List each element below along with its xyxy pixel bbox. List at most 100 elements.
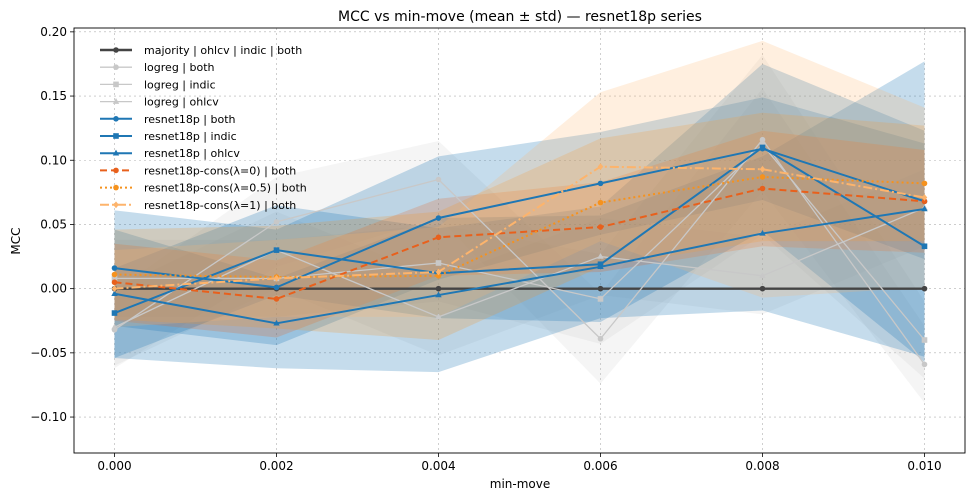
legend-item-5: resnet18p | indic — [100, 130, 237, 143]
data-point — [759, 185, 766, 192]
legend-label: resnet18p-cons(λ=1) | both — [144, 199, 296, 212]
x-tick-label: 0.002 — [259, 459, 293, 473]
series-line — [114, 175, 925, 279]
legend-marker — [113, 81, 119, 88]
legend-marker — [113, 201, 119, 209]
data-point — [435, 215, 442, 221]
plot-frame — [73, 27, 966, 454]
legend-label: resnet18p | both — [144, 113, 236, 126]
data-point — [921, 180, 928, 187]
y-tick-label: −0.05 — [30, 346, 67, 360]
legend-item-0: majority | ohlcv | indic | both — [100, 44, 302, 57]
data-point — [273, 319, 280, 326]
data-point — [759, 285, 766, 292]
std-band-1 — [114, 88, 925, 403]
legend-label: resnet18p | ohlcv — [144, 147, 240, 160]
data-point — [597, 163, 604, 171]
legend-label: resnet18p-cons(λ=0) | both — [144, 164, 296, 177]
std-bands — [114, 40, 925, 403]
data-point — [111, 275, 118, 282]
legend-label: majority | ohlcv | indic | both — [144, 44, 302, 57]
data-point — [759, 136, 766, 143]
data-point — [759, 144, 766, 151]
series-line — [114, 165, 925, 290]
data-point — [597, 296, 604, 302]
chart-title: MCC vs min-move (mean ± std) — resnet18p… — [338, 9, 702, 25]
series-6 — [111, 205, 928, 326]
x-tick-label: 0.006 — [583, 459, 617, 473]
data-point — [111, 279, 118, 286]
data-point — [435, 285, 442, 292]
legend-marker — [113, 116, 119, 122]
legend: majority | ohlcv | indic | both logreg | … — [100, 44, 307, 212]
series-line — [114, 208, 925, 325]
legend-marker — [113, 64, 119, 70]
legend-label: resnet18p | indic — [144, 130, 237, 143]
data-point — [111, 285, 118, 293]
std-band-4 — [114, 97, 925, 346]
data-point — [759, 165, 766, 173]
x-tick-label: 0.010 — [907, 459, 941, 473]
data-point — [111, 290, 118, 297]
x-tick-label: 0.004 — [421, 459, 455, 473]
data-point — [273, 247, 280, 253]
y-tick-label: −0.10 — [30, 410, 67, 424]
data-point — [597, 335, 604, 342]
series-line — [114, 146, 926, 314]
data-point — [921, 361, 928, 368]
data-point — [759, 272, 766, 279]
axis-ticks: 0.000 0.002 0.004 0.006 0.008 0.010 −0.10 −0.05… — [30, 25, 941, 473]
data-point — [921, 243, 928, 250]
y-axis-label: MCC — [9, 227, 23, 254]
legend-item-1: logreg | both — [100, 61, 215, 74]
data-point — [597, 199, 604, 206]
data-point — [921, 194, 928, 201]
std-band-5 — [114, 63, 925, 362]
data-point — [273, 219, 280, 225]
data-point — [597, 180, 604, 187]
legend-marker — [113, 133, 119, 139]
legend-item-2: logreg | indic — [100, 78, 216, 91]
legend-item-8: resnet18p-cons(λ=0.5) | both — [100, 182, 307, 195]
data-point — [435, 176, 442, 183]
data-point — [435, 268, 442, 276]
data-point — [759, 229, 766, 236]
y-tick-label: 0.00 — [40, 282, 67, 296]
data-point — [435, 291, 442, 298]
data-point — [273, 284, 280, 291]
data-point — [435, 234, 442, 241]
data-point — [921, 285, 928, 292]
data-point — [435, 260, 442, 266]
data-point — [273, 296, 280, 302]
std-band-8 — [114, 112, 925, 341]
data-point — [111, 271, 118, 278]
x-axis-label: min-move — [490, 477, 550, 491]
y-tick-label: 0.10 — [40, 153, 67, 167]
data-point — [597, 285, 604, 292]
data-point — [597, 252, 604, 259]
std-band-7 — [114, 130, 925, 338]
std-band-3 — [114, 169, 925, 366]
legend-item-4: resnet18p | both — [100, 113, 236, 126]
legend-marker — [112, 149, 120, 156]
legend-marker — [113, 47, 119, 53]
legend-label: resnet18p-cons(λ=0.5) | both — [144, 182, 307, 195]
data-point — [921, 198, 928, 205]
std-band-2 — [114, 54, 925, 379]
legend-label: logreg | both — [144, 61, 215, 74]
legend-item-9: resnet18p-cons(λ=1) | both — [100, 199, 296, 212]
x-tick-label: 0.008 — [745, 459, 779, 473]
series-8 — [111, 174, 928, 280]
data-point — [597, 263, 604, 270]
data-point — [759, 174, 766, 180]
series-lines — [111, 136, 928, 368]
data-point — [435, 313, 442, 320]
data-point — [921, 205, 928, 212]
std-band-6 — [114, 61, 925, 373]
series-line — [114, 187, 925, 300]
data-point — [921, 337, 928, 343]
series-7 — [111, 185, 928, 302]
legend-item-3: logreg | ohlcv — [100, 96, 219, 109]
